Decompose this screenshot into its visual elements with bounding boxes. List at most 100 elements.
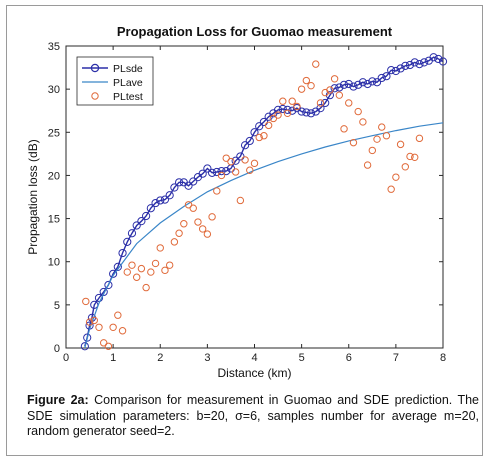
plsde-point [255, 122, 264, 131]
pltest-point [236, 196, 245, 205]
pltest-point [170, 238, 179, 246]
pltest-point [297, 85, 306, 93]
y-axis-label: Propagation loss (dB) [26, 139, 40, 254]
plsde-point [170, 183, 179, 192]
pltest-point [104, 342, 113, 350]
plsde-point [165, 191, 174, 200]
pltest-point [274, 111, 282, 119]
x-tick-label: 4 [251, 352, 257, 364]
pltest-point [349, 138, 358, 147]
pltest-point [213, 187, 221, 195]
plsde-point [217, 167, 226, 176]
plsde-point [231, 156, 240, 165]
plsde-point [405, 60, 415, 70]
pltest-point [203, 230, 212, 238]
plsde-point [278, 104, 287, 114]
plsde-point [396, 64, 405, 73]
pltest-point [288, 97, 296, 105]
pltest-point [109, 323, 117, 331]
legend-box [76, 56, 154, 106]
plsde-point [250, 128, 259, 137]
legend-label-plave: PLave [113, 77, 143, 89]
plsde-point [151, 198, 160, 208]
pltest-point [175, 229, 183, 237]
plsde-point [349, 82, 358, 91]
plsde-point [302, 108, 311, 117]
figure-caption: Figure 2a: Comparison for measurement in… [27, 393, 479, 440]
legend-plsde-marker [90, 63, 100, 73]
pltest-point [293, 102, 301, 111]
pltest-point [316, 99, 325, 107]
pltest-point [411, 153, 419, 162]
plsde-point [80, 342, 89, 351]
plsde-point [83, 333, 92, 342]
pltest-point [255, 133, 263, 142]
y-tick-label: 30 [48, 84, 60, 96]
pltest-point [222, 154, 230, 162]
plsde-point [387, 66, 396, 75]
plsde-point [330, 84, 339, 93]
pltest-point [208, 213, 216, 221]
plsde-point [344, 79, 353, 89]
pltest-point [279, 97, 287, 105]
pltest-point [345, 99, 353, 107]
y-tick-label: 15 [48, 214, 60, 226]
pltest-point [90, 316, 98, 325]
y-tick-label: 20 [48, 170, 60, 182]
chart: 0 1 2 3 4 5 6 7 8 0 5 10 15 20 25 30 35 Propagation Loss … [26, 24, 448, 380]
plsde-point [123, 237, 132, 246]
plsde-point [306, 109, 316, 118]
legend-pltest-marker [91, 92, 99, 100]
plsde-point [156, 196, 165, 205]
plsde-point [438, 57, 448, 66]
plsde-point [316, 104, 325, 113]
plsde-point [113, 262, 122, 271]
pltest-point [250, 159, 259, 168]
pltest-point [283, 109, 292, 118]
pltest-point [330, 75, 339, 83]
pltest-point [189, 204, 197, 212]
x-tick-label: 5 [299, 352, 305, 364]
plsde-point [391, 66, 400, 76]
plsde-point [207, 168, 217, 177]
plsde-point [146, 204, 155, 213]
pltest-point [118, 327, 127, 335]
pltest-point [368, 146, 377, 155]
plsde-point [109, 269, 118, 278]
figure-frame: 0 1 2 3 4 5 6 7 8 0 5 10 15 20 25 30 35 Propagation Loss … [6, 5, 483, 456]
pltest-point [264, 121, 273, 130]
pltest-point [359, 118, 367, 126]
pltest-point [406, 152, 414, 161]
pltest-point [260, 132, 268, 140]
pltest-point [151, 259, 160, 268]
pltest-point [392, 173, 400, 181]
plsde-point [354, 80, 363, 89]
x-tick-label: 1 [110, 352, 116, 364]
caption-label: Figure 2a: [27, 393, 89, 407]
pltest-point [132, 273, 141, 281]
pltest-point [246, 166, 254, 174]
plsde-point [429, 53, 438, 62]
y-tick-label: 5 [54, 300, 60, 312]
pltest-point [340, 125, 348, 133]
pltest-point [312, 60, 320, 68]
x-tick-label: 6 [346, 352, 352, 364]
plsde-point [222, 167, 231, 176]
pltest-point [123, 268, 131, 276]
x-tick-label: 8 [440, 352, 446, 364]
y-tick-label: 10 [48, 257, 60, 269]
chart-title: Propagation Loss for Guomao measurement [117, 24, 393, 39]
plsde-line [84, 56, 444, 347]
plsde-point [297, 107, 306, 116]
plsde-point [94, 293, 104, 303]
plsde-point [363, 79, 372, 89]
pltest-point [100, 339, 108, 347]
plsde-point [137, 217, 146, 226]
pltest-point [396, 140, 405, 149]
pltest-point [378, 123, 386, 131]
pltest-point [373, 135, 381, 143]
plsde-point [335, 83, 344, 92]
plsde-point [434, 54, 443, 64]
pltest-point [302, 76, 311, 85]
plsde-point [184, 181, 193, 190]
